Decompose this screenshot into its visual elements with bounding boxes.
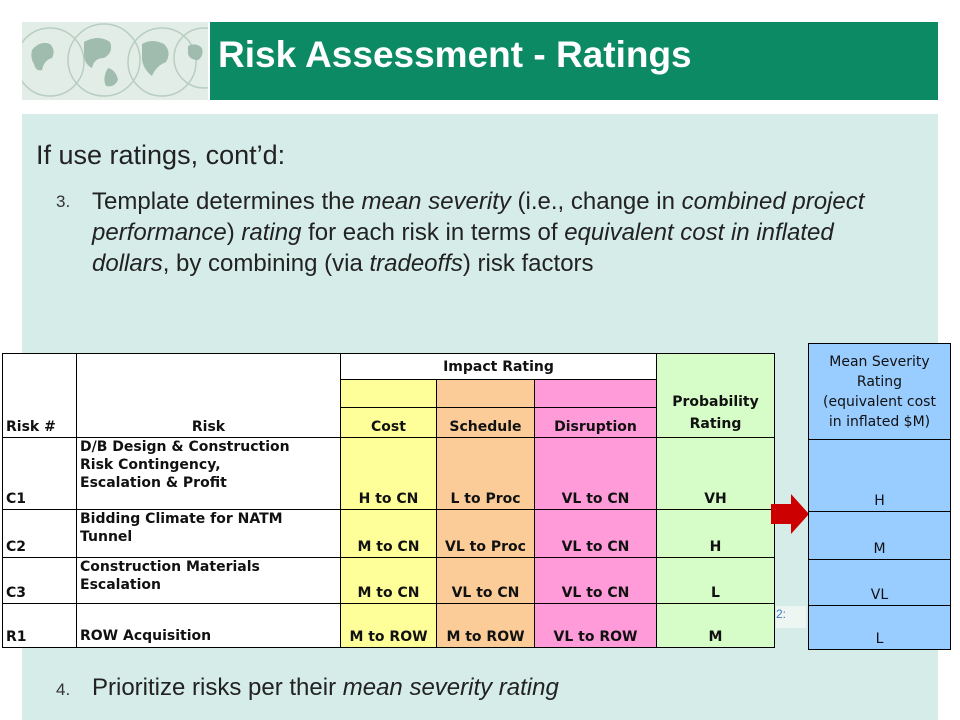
disruption-rating: VL to CN [534, 557, 657, 604]
risk-rating-table: Risk # Risk Impact Rating Probability Ra… [2, 353, 775, 648]
header-risk: Risk [76, 353, 341, 438]
table-row: C3 Construction Materials Escalation M t… [2, 557, 775, 604]
schedule-rating: M to ROW [436, 603, 535, 648]
table-row: C2 Bidding Climate for NATM Tunnel M to … [2, 509, 775, 558]
risk-name: Bidding Climate for NATM Tunnel [76, 509, 341, 558]
cost-rating: M to CN [340, 557, 437, 604]
risk-id: C3 [2, 557, 77, 604]
schedule-header-spacer [436, 379, 535, 408]
severity-value: H [808, 439, 951, 512]
risk-name: Construction Materials Escalation [76, 557, 341, 604]
probability-rating: H [656, 509, 775, 558]
point-4: 4. Prioritize risks per their mean sever… [56, 674, 906, 702]
header-schedule: Schedule [436, 407, 535, 438]
point-number: 3. [56, 192, 71, 211]
table-row: R1 ROW Acquisition M to ROW M to ROW VL … [2, 603, 775, 648]
probability-rating: VH [656, 437, 775, 510]
title-bar [210, 22, 938, 100]
risk-name: ROW Acquisition [76, 603, 341, 648]
section-heading: If use ratings, cont’d: [36, 140, 286, 170]
risk-id: R1 [2, 603, 77, 648]
cost-header-spacer [340, 379, 437, 408]
point-text: Template determines the mean severity (i… [92, 188, 865, 277]
risk-id: C1 [2, 437, 77, 510]
point-text: Prioritize risks per their mean severity… [92, 674, 559, 701]
slide-title: Risk Assessment - Ratings [218, 34, 692, 75]
schedule-rating: L to Proc [436, 437, 535, 510]
point-3: 3. Template determines the mean severity… [56, 186, 906, 279]
point-number: 4. [56, 680, 71, 699]
header-cost: Cost [340, 407, 437, 438]
cost-rating: M to ROW [340, 603, 437, 648]
risk-id: C2 [2, 509, 77, 558]
cost-rating: H to CN [340, 437, 437, 510]
header-impact-rating: Impact Rating [340, 353, 657, 380]
disruption-header-spacer [534, 379, 657, 408]
header-risk-number: Risk # [2, 353, 77, 438]
schedule-rating: VL to CN [436, 557, 535, 604]
globe-logo-icon [22, 22, 208, 100]
header-probability-rating: Probability Rating [656, 353, 775, 438]
cell-marker: 2: [776, 606, 806, 628]
risk-name: D/B Design & Construction Risk Contingen… [76, 437, 341, 510]
disruption-rating: VL to ROW [534, 603, 657, 648]
header-disruption: Disruption [534, 407, 657, 438]
severity-value: L [808, 605, 951, 650]
probability-rating: M [656, 603, 775, 648]
mean-severity-table: Mean Severity Rating (equivalent cost in… [808, 343, 951, 650]
probability-rating: L [656, 557, 775, 604]
severity-header: Mean Severity Rating (equivalent cost in… [808, 343, 951, 440]
severity-value: VL [808, 559, 951, 606]
disruption-rating: VL to CN [534, 509, 657, 558]
severity-value: M [808, 511, 951, 560]
right-arrow-icon [771, 494, 809, 534]
schedule-rating: VL to Proc [436, 509, 535, 558]
cost-rating: M to CN [340, 509, 437, 558]
disruption-rating: VL to CN [534, 437, 657, 510]
table-row: C1 D/B Design & Construction Risk Contin… [2, 437, 775, 510]
